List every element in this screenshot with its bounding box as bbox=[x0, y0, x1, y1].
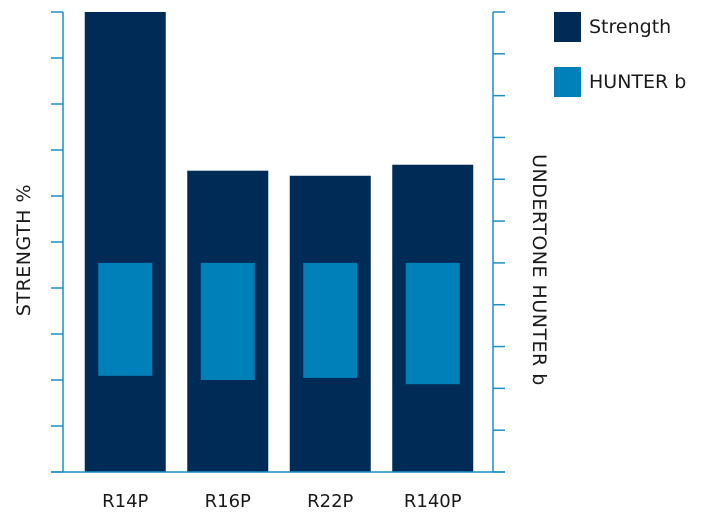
left-axis-ticks bbox=[51, 11, 63, 473]
hunter-b-bar-r22p bbox=[303, 262, 358, 378]
strength-bar-r14p bbox=[84, 12, 166, 472]
right-axis-ticks bbox=[493, 11, 505, 473]
legend: Strength HUNTER b bbox=[554, 10, 686, 120]
x-tick-label-r14p: R14P bbox=[102, 491, 148, 512]
x-tick-label-r22p: R22P bbox=[307, 491, 353, 512]
y-axis-title: STRENGTH % bbox=[13, 184, 35, 316]
legend-item-hunter-b: HUNTER b bbox=[554, 65, 686, 99]
legend-item-strength: Strength bbox=[554, 10, 686, 44]
bars-layer bbox=[84, 12, 474, 472]
y2-axis-title: UNDERTONE HUNTER b bbox=[528, 154, 550, 386]
x-tick-label-r140p: R140P bbox=[404, 491, 462, 512]
x-axis-tick-labels: R14P R16P R22P R140P bbox=[102, 491, 462, 512]
legend-swatch-hunter-b bbox=[554, 67, 581, 97]
legend-swatch-strength bbox=[554, 12, 581, 42]
hunter-b-bar-r140p bbox=[405, 262, 460, 385]
x-tick-label-r16p: R16P bbox=[205, 491, 251, 512]
legend-label-hunter-b: HUNTER b bbox=[589, 71, 687, 93]
hunter-b-bar-r14p bbox=[98, 262, 153, 376]
hunter-b-bar-r16p bbox=[200, 262, 255, 380]
legend-label-strength: Strength bbox=[589, 16, 672, 38]
